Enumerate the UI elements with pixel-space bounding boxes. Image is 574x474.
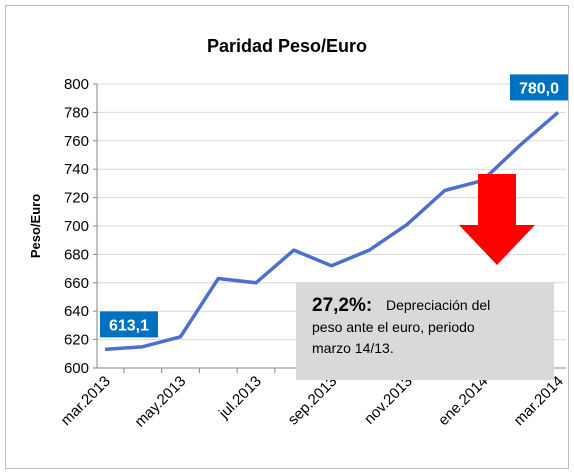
y-tick-label: 600 [64, 360, 89, 377]
y-tick-label: 800 [64, 76, 89, 93]
data-label-box [100, 311, 158, 338]
y-tick-label: 740 [64, 161, 89, 178]
y-tick-label: 660 [64, 275, 89, 292]
y-tick-label: 780 [64, 104, 89, 121]
chart-title: Paridad Peso/Euro [207, 36, 367, 56]
y-tick-label: 760 [64, 133, 89, 150]
annotation-text: Depreciación del [386, 297, 490, 313]
data-label: 780,0 [510, 74, 568, 101]
y-tick-label: 640 [64, 303, 89, 320]
overlay: 27,2%: Depreciación del peso ante el eur… [296, 174, 554, 380]
y-tick-label: 680 [64, 246, 89, 263]
data-label-text: 780,0 [519, 80, 559, 97]
data-label-text: 613,1 [109, 317, 149, 334]
data-label: 613,1 [100, 311, 158, 338]
annotation-highlight: 27,2%: [312, 295, 372, 316]
down-arrow [459, 174, 535, 265]
annotation-box [296, 282, 554, 380]
annotation-text: marzo 14/13. [312, 340, 394, 356]
y-tick-label: 720 [64, 190, 89, 207]
y-tick-label: 620 [64, 332, 89, 349]
y-axis-label: Peso/Euro [28, 194, 43, 258]
y-tick-label: 700 [64, 218, 89, 235]
annotation-text: peso ante el euro, periodo [312, 319, 475, 335]
data-label-box [510, 74, 568, 101]
